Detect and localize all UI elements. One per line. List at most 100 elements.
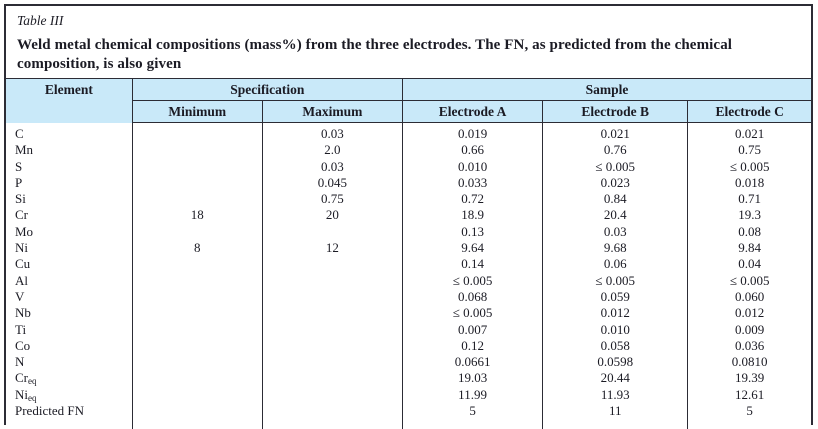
cell-electrode-b: 0.023 xyxy=(542,174,688,192)
column-header-minimum: Minimum xyxy=(131,100,263,123)
column-group-specification: Specification xyxy=(131,78,403,101)
cell-electrode-c: 0.71 xyxy=(687,191,811,208)
cell-minimum xyxy=(131,288,263,306)
cell-element: Nb xyxy=(6,305,133,322)
cell-maximum xyxy=(261,370,403,387)
cell-maximum: 12 xyxy=(261,240,403,257)
cell-element: Mn xyxy=(6,142,133,159)
table-header: Element Specification Sample Minimum Max… xyxy=(6,78,811,123)
cell-minimum xyxy=(131,174,263,192)
cell-electrode-a: 0.72 xyxy=(401,191,543,208)
cell-maximum: 0.03 xyxy=(261,122,403,143)
cell-element: Creq xyxy=(6,370,133,387)
cell-electrode-c: 5 xyxy=(687,403,811,420)
cell-electrode-b: 11.93 xyxy=(542,386,688,404)
cell-electrode-a: 19.03 xyxy=(401,370,543,387)
cell-electrode-a: 0.068 xyxy=(401,288,543,306)
column-header-maximum: Maximum xyxy=(261,100,403,123)
cell-electrode-b: 0.012 xyxy=(542,305,688,322)
header-sub-row: Minimum Maximum Electrode A Electrode B … xyxy=(6,100,811,123)
table-frame: Table III Weld metal chemical compositio… xyxy=(4,4,813,429)
table-row: Ti 0.007 0.010 0.009 xyxy=(6,321,811,338)
cell-maximum xyxy=(261,223,403,241)
table-row: Mn 2.0 0.66 0.76 0.75 xyxy=(6,142,811,159)
cell-electrode-a: 0.0661 xyxy=(401,354,543,371)
cell-minimum xyxy=(131,305,263,322)
cell-electrode-b: 11 xyxy=(542,403,688,420)
cell-element: Nieq xyxy=(6,386,133,404)
cell-electrode-a: 0.010 xyxy=(401,158,543,175)
column-header-element: Element xyxy=(6,78,133,123)
table-row: C 0.03 0.019 0.021 0.021 xyxy=(6,122,811,143)
table-bottom-spacer xyxy=(6,419,811,429)
cell-electrode-b: 0.058 xyxy=(542,337,688,355)
table-row: Nieq 11.99 11.93 12.61 xyxy=(6,386,811,404)
table-number-label: Table III xyxy=(17,13,64,28)
cell-electrode-c: 0.060 xyxy=(687,288,811,306)
cell-electrode-b: 0.06 xyxy=(542,256,688,273)
spacer-cell xyxy=(6,419,133,429)
cell-minimum xyxy=(131,158,263,175)
cell-electrode-c: 0.036 xyxy=(687,337,811,355)
cell-electrode-a: ≤ 0.005 xyxy=(401,305,543,322)
cell-electrode-c: 12.61 xyxy=(687,386,811,404)
cell-minimum xyxy=(131,337,263,355)
cell-electrode-b: 0.0598 xyxy=(542,354,688,371)
cell-minimum xyxy=(131,272,263,289)
cell-electrode-b: 20.44 xyxy=(542,370,688,387)
cell-maximum xyxy=(261,288,403,306)
cell-maximum xyxy=(261,386,403,404)
spacer-cell xyxy=(401,419,543,429)
cell-maximum xyxy=(261,354,403,371)
cell-electrode-c: 0.04 xyxy=(687,256,811,273)
cell-electrode-b: ≤ 0.005 xyxy=(542,272,688,289)
cell-electrode-b: 0.059 xyxy=(542,288,688,306)
cell-minimum: 18 xyxy=(131,207,263,224)
cell-electrode-a: 0.66 xyxy=(401,142,543,159)
cell-electrode-b: 0.84 xyxy=(542,191,688,208)
cell-electrode-c: 19.3 xyxy=(687,207,811,224)
cell-element: Co xyxy=(6,337,133,355)
header-group-row: Element Specification Sample xyxy=(6,78,811,123)
table-row: V 0.068 0.059 0.060 xyxy=(6,288,811,306)
cell-element: Mo xyxy=(6,223,133,241)
cell-element: P xyxy=(6,174,133,192)
spacer-cell xyxy=(131,419,263,429)
table-title: Weld metal chemical compositions (mass%)… xyxy=(17,37,733,72)
cell-maximum xyxy=(261,403,403,420)
cell-minimum xyxy=(131,223,263,241)
cell-element: Al xyxy=(6,272,133,289)
table-caption: Table III Weld metal chemical compositio… xyxy=(6,6,811,78)
cell-electrode-a: 0.033 xyxy=(401,174,543,192)
cell-electrode-b: ≤ 0.005 xyxy=(542,158,688,175)
cell-electrode-c: 0.08 xyxy=(687,223,811,241)
cell-element: Cr xyxy=(6,207,133,224)
cell-maximum: 0.75 xyxy=(261,191,403,208)
cell-electrode-b: 9.68 xyxy=(542,240,688,257)
cell-element: S xyxy=(6,158,133,175)
cell-element: V xyxy=(6,288,133,306)
cell-electrode-a: 0.12 xyxy=(401,337,543,355)
cell-electrode-c: 0.012 xyxy=(687,305,811,322)
cell-maximum: 0.045 xyxy=(261,174,403,192)
cell-minimum xyxy=(131,191,263,208)
element-subscript: eq xyxy=(28,376,37,387)
cell-electrode-c: 0.021 xyxy=(687,122,811,143)
cell-maximum: 0.03 xyxy=(261,158,403,175)
cell-minimum xyxy=(131,386,263,404)
cell-electrode-b: 0.76 xyxy=(542,142,688,159)
cell-minimum xyxy=(131,256,263,273)
cell-electrode-a: 0.13 xyxy=(401,223,543,241)
cell-minimum xyxy=(131,142,263,159)
cell-minimum xyxy=(131,370,263,387)
cell-minimum xyxy=(131,321,263,338)
cell-minimum xyxy=(131,354,263,371)
cell-maximum xyxy=(261,321,403,338)
cell-electrode-c: 9.84 xyxy=(687,240,811,257)
spacer-cell xyxy=(261,419,403,429)
cell-maximum: 20 xyxy=(261,207,403,224)
table-row: Ni 8 12 9.64 9.68 9.84 xyxy=(6,240,811,257)
table-row: Cr 18 20 18.9 20.4 19.3 xyxy=(6,207,811,224)
table-row: Predicted FN 5 11 5 xyxy=(6,403,811,420)
